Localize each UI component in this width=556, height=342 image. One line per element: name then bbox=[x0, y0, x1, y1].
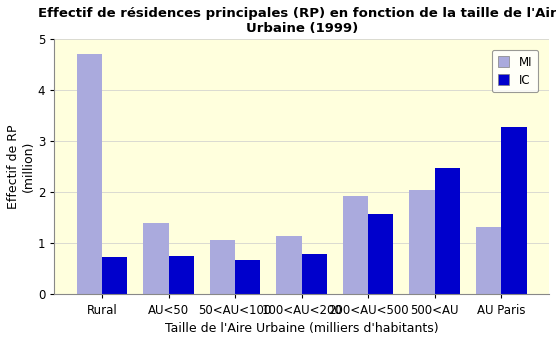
Bar bbox=[409, 190, 435, 294]
Y-axis label: Effectif de RP
(million): Effectif de RP (million) bbox=[7, 124, 35, 209]
Bar bbox=[276, 236, 302, 294]
Bar bbox=[77, 54, 102, 294]
Bar bbox=[143, 223, 168, 294]
Bar bbox=[343, 196, 368, 294]
Bar bbox=[168, 256, 194, 294]
Bar bbox=[210, 240, 235, 294]
Legend: MI, IC: MI, IC bbox=[492, 50, 538, 92]
Bar bbox=[502, 127, 527, 294]
Bar bbox=[302, 253, 327, 294]
Bar bbox=[368, 214, 394, 294]
Bar bbox=[435, 168, 460, 294]
Title: Effectif de résidences principales (RP) en fonction de la taille de l'Aire
Urbai: Effectif de résidences principales (RP) … bbox=[38, 7, 556, 35]
X-axis label: Taille de l'Aire Urbaine (milliers d'habitants): Taille de l'Aire Urbaine (milliers d'hab… bbox=[165, 322, 439, 335]
Bar bbox=[235, 260, 260, 294]
Bar bbox=[476, 227, 502, 294]
Bar bbox=[102, 257, 127, 294]
